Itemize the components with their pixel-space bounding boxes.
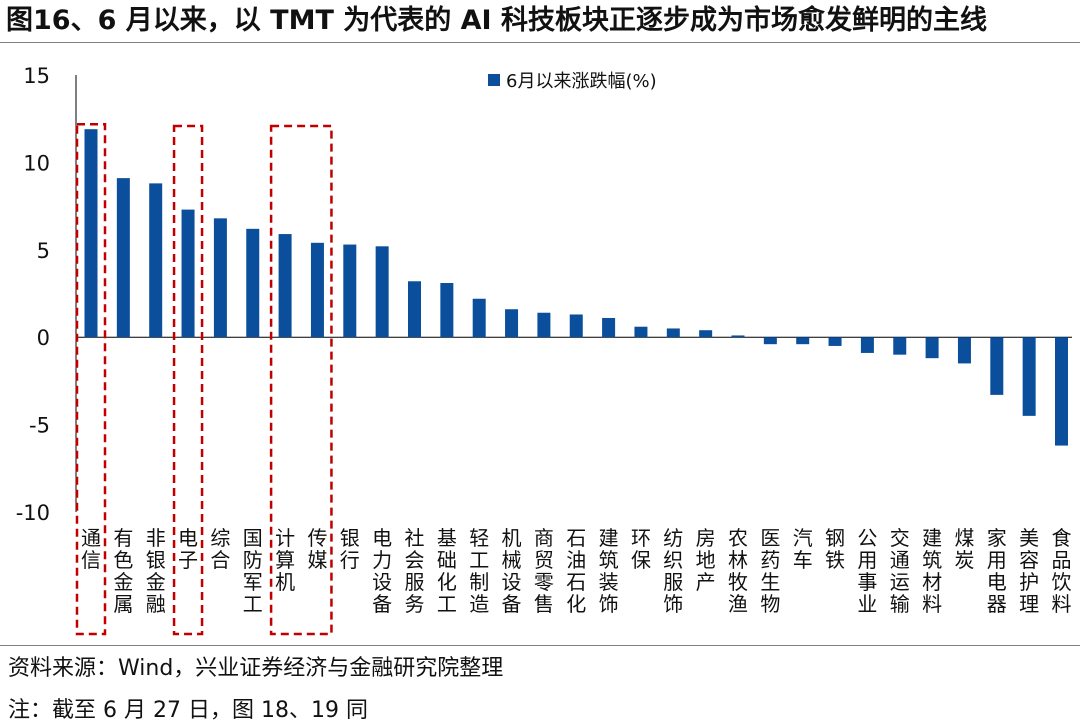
y-tick-label: -10 xyxy=(16,501,50,525)
bar xyxy=(246,228,260,338)
bar xyxy=(440,283,454,338)
bar xyxy=(990,337,1004,395)
y-tick-label: 5 xyxy=(37,239,50,263)
figure-title: 图16、6 月以来，以 TMT 为代表的 AI 科技板块正逐步成为市场愈发鲜明的… xyxy=(6,5,988,36)
x-tick-label: 环保 xyxy=(631,526,651,572)
x-tick-label: 非银金融 xyxy=(146,526,166,616)
x-tick-label: 美容护理 xyxy=(1019,526,1039,616)
x-tick-label: 食品饮料 xyxy=(1052,526,1072,616)
bar xyxy=(602,317,616,338)
bar xyxy=(763,337,777,345)
bar xyxy=(925,337,939,359)
bar xyxy=(181,209,195,338)
y-tick-label: 10 xyxy=(23,151,50,175)
x-tick-label: 有色金属 xyxy=(113,526,133,616)
date-note: 注：截至 6 月 27 日，图 18、19 同 xyxy=(8,698,368,723)
y-tick-label: 0 xyxy=(37,326,50,350)
bar xyxy=(828,337,842,346)
bar xyxy=(666,328,680,338)
bar xyxy=(472,298,486,338)
bar xyxy=(375,246,389,338)
bar xyxy=(957,337,971,364)
bar xyxy=(213,218,227,338)
bar xyxy=(116,178,130,338)
x-tick-label: 家用电器 xyxy=(987,526,1007,616)
bar xyxy=(84,129,98,338)
x-tick-label: 交通运输 xyxy=(890,526,910,616)
source-note: 资料来源：Wind，兴业证券经济与金融研究院整理 xyxy=(8,656,504,681)
x-tick-label: 综合 xyxy=(210,526,230,572)
y-tick-label: -5 xyxy=(29,414,50,438)
x-tick-label: 石油石化 xyxy=(566,526,586,616)
bar xyxy=(343,244,357,338)
bar xyxy=(505,309,519,338)
highlight-box xyxy=(75,122,107,636)
legend-label: 6月以来涨跌幅(%) xyxy=(506,71,657,92)
x-tick-label: 国防军工 xyxy=(243,526,263,616)
x-tick-label: 商贸零售 xyxy=(534,526,554,616)
x-tick-label: 传媒 xyxy=(307,526,327,572)
bar xyxy=(278,234,292,338)
x-tick-label: 机械设备 xyxy=(502,526,522,616)
x-tick-label: 房地产 xyxy=(696,526,716,594)
x-tick-label: 银行 xyxy=(340,526,360,572)
x-tick-label: 公用事业 xyxy=(857,526,877,616)
x-tick-label: 计算机 xyxy=(275,526,295,594)
highlight-box xyxy=(172,124,204,636)
highlight-box xyxy=(269,124,333,636)
bar xyxy=(1055,337,1068,446)
x-tick-label: 电子 xyxy=(178,526,198,572)
bar xyxy=(1022,337,1036,416)
bottom-divider xyxy=(0,645,1080,646)
x-tick-label: 煤炭 xyxy=(954,526,974,572)
top-divider xyxy=(0,42,1080,43)
bar xyxy=(569,314,583,338)
bar xyxy=(408,281,421,338)
bar-chart: -10 -5 0 5 10 15 6月以来涨跌幅(%) 通信有色金属非银金融电子综合国防军工计… xyxy=(16,64,1072,636)
bar xyxy=(537,312,551,338)
bar xyxy=(796,337,810,345)
bar xyxy=(310,242,324,338)
x-tick-label: 通信 xyxy=(81,526,101,572)
bar xyxy=(634,326,648,338)
bar xyxy=(860,337,874,353)
x-tick-label: 建筑材料 xyxy=(922,526,942,616)
bar xyxy=(149,183,163,338)
y-tick-label: 15 xyxy=(23,64,50,88)
x-tick-label: 农林牧渔 xyxy=(728,526,748,616)
x-tick-label: 建筑装饰 xyxy=(599,526,619,616)
x-tick-label: 钢铁 xyxy=(825,526,845,572)
x-tick-label: 基础化工 xyxy=(437,526,457,616)
x-tick-label: 电力设备 xyxy=(372,526,392,616)
legend-swatch xyxy=(488,74,500,86)
x-tick-label: 汽车 xyxy=(793,526,813,572)
x-tick-label: 医药生物 xyxy=(760,526,780,616)
bar xyxy=(893,337,907,355)
x-tick-label: 社会服务 xyxy=(405,526,425,616)
x-tick-label: 纺织服饰 xyxy=(663,526,683,616)
bar xyxy=(699,330,713,338)
x-tick-label: 轻工制造 xyxy=(469,526,489,616)
bar xyxy=(731,335,745,338)
